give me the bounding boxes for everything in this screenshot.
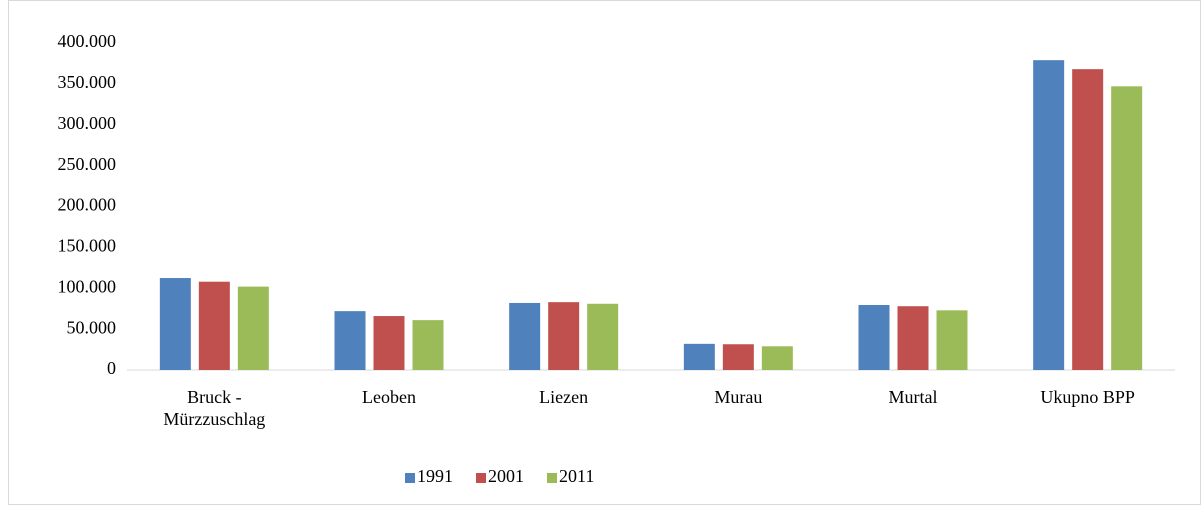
y-tick-label: 50.000 <box>67 317 117 337</box>
y-tick-label: 400.000 <box>58 31 117 51</box>
y-tick-label: 300.000 <box>58 113 117 133</box>
y-tick-label: 200.000 <box>58 195 117 215</box>
legend-swatch <box>405 473 415 483</box>
y-tick-label: 350.000 <box>58 72 117 92</box>
bar <box>897 306 929 370</box>
x-tick-label: Liezen <box>539 387 589 407</box>
legend-label: 2011 <box>559 466 594 486</box>
x-tick-label: Ukupno BPP <box>1040 387 1135 407</box>
y-tick-label: 100.000 <box>58 276 117 296</box>
bar <box>936 310 968 370</box>
legend-label: 2001 <box>488 466 524 486</box>
bar <box>509 302 541 370</box>
y-tick-label: 0 <box>107 358 116 378</box>
bar <box>587 303 619 370</box>
bar <box>373 316 405 370</box>
legend-swatch <box>476 473 486 483</box>
bar <box>761 346 793 370</box>
bar <box>722 344 754 370</box>
bar <box>1033 60 1065 370</box>
bar <box>683 343 715 370</box>
bar <box>1111 86 1143 370</box>
legend-swatch <box>547 473 557 483</box>
bar <box>548 302 580 370</box>
bar <box>1072 69 1104 370</box>
y-tick-label: 250.000 <box>58 154 117 174</box>
x-tick-label: Leoben <box>362 387 416 407</box>
chart-border <box>8 0 1201 505</box>
x-tick-label: Murtal <box>888 387 938 407</box>
legend-label: 1991 <box>417 466 453 486</box>
y-tick-label: 150.000 <box>58 236 117 256</box>
bar <box>237 286 269 370</box>
bar <box>159 278 191 370</box>
bar <box>412 320 444 370</box>
bar <box>858 305 890 370</box>
x-tick-label: Bruck - Mürzzuschlag <box>163 387 266 429</box>
x-tick-label: Murau <box>714 387 763 407</box>
bar <box>334 311 366 370</box>
bar <box>198 281 230 370</box>
